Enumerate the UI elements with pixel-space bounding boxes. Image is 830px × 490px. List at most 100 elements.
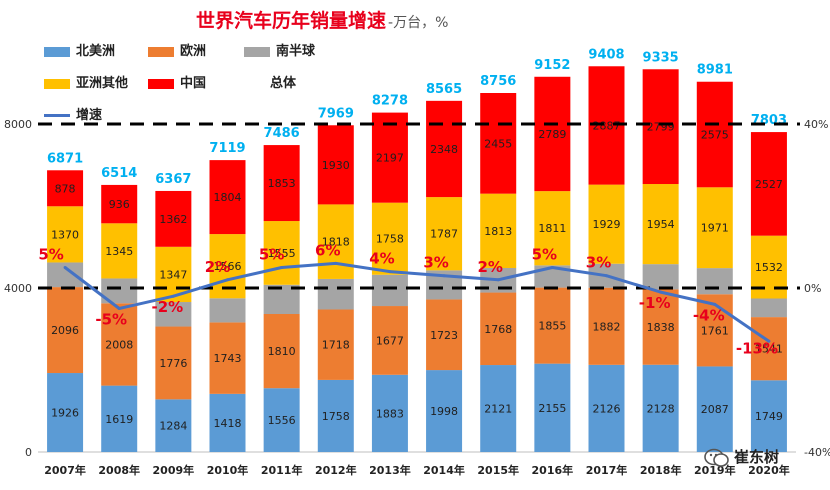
y-left-tick-label-1: 4000 (4, 282, 32, 295)
bar-label-china-4: 1853 (268, 177, 296, 190)
growth-label-4: 5% (259, 246, 284, 264)
bar-label-china-3: 1804 (214, 191, 242, 204)
bar-label-other-asia-13: 1532 (755, 261, 783, 274)
x-tick-label-9: 2016年 (532, 463, 574, 477)
bar-label-europe-9: 1855 (538, 320, 566, 333)
bar-other-asia-1 (101, 223, 138, 279)
bar-north-america-10 (588, 364, 625, 452)
total-label-13: 7803 (751, 113, 787, 128)
wechat-icon (704, 448, 729, 467)
legend-item-europe: 欧洲 (148, 40, 206, 59)
legend-swatch-growth (44, 114, 70, 117)
x-tick-label-12: 2019年 (694, 463, 736, 477)
bar-europe-7 (426, 299, 463, 371)
chart-title-main: 世界汽车历年销量增速 (196, 10, 387, 32)
x-tick-label-2: 2009年 (153, 463, 195, 477)
bar-label-china-8: 2455 (484, 137, 512, 150)
growth-point-2 (171, 294, 175, 298)
legend-item-north-america: 北美洲 (44, 40, 115, 59)
legend-swatch-southern-hemisphere (244, 46, 270, 57)
growth-label-7: 3% (423, 254, 448, 272)
bar-europe-13 (750, 317, 787, 381)
growth-label-11: -1% (639, 294, 671, 312)
watermark: 崔东树 (704, 446, 779, 468)
growth-point-8 (496, 278, 500, 282)
bar-other-asia-9 (534, 191, 571, 266)
bar-southern-hemisphere-6 (371, 274, 408, 307)
growth-line (64, 261, 770, 343)
x-tick-label-7: 2014年 (423, 463, 465, 477)
bar-southern-hemisphere-12 (696, 268, 733, 295)
bar-label-other-asia-1: 1345 (105, 245, 133, 258)
bar-label-north-america-10: 2126 (593, 402, 621, 415)
bar-label-europe-11: 1838 (647, 321, 675, 334)
bar-label-europe-0: 2096 (51, 324, 79, 337)
bar-europe-0 (47, 287, 84, 374)
x-tick-label-1: 2008年 (98, 463, 140, 477)
bar-north-america-11 (642, 364, 679, 452)
total-label-7: 8565 (426, 82, 462, 97)
growth-label-2: -2% (152, 298, 184, 316)
growth-label-0: 5% (38, 246, 63, 264)
bar-north-america-12 (696, 366, 733, 452)
bar-china-4 (263, 145, 300, 222)
bar-other-asia-10 (588, 184, 625, 264)
bar-label-north-america-4: 1556 (268, 414, 296, 427)
bar-label-europe-4: 1810 (268, 345, 296, 358)
bar-label-europe-5: 1718 (322, 339, 350, 352)
bar-other-asia-6 (371, 202, 408, 275)
bar-north-america-9 (534, 363, 571, 452)
bar-label-north-america-13: 1749 (755, 410, 783, 423)
bar-china-13 (750, 132, 787, 236)
bar-label-other-asia-0: 1370 (51, 228, 79, 241)
bar-china-9 (534, 76, 571, 192)
growth-point-1 (117, 307, 121, 310)
bar-label-other-asia-5: 1818 (322, 236, 350, 249)
x-tick-label-11: 2018年 (640, 463, 682, 477)
bar-china-2 (155, 190, 192, 247)
bar-label-china-0: 878 (55, 182, 76, 195)
bar-label-china-7: 2348 (430, 143, 458, 156)
bar-china-5 (317, 125, 354, 205)
legend-swatch-north-america (44, 46, 70, 57)
bar-china-11 (642, 69, 679, 185)
bar-other-asia-0 (47, 206, 84, 263)
bar-europe-6 (371, 306, 408, 375)
bar-label-north-america-7: 1998 (430, 405, 458, 418)
legend-swatch-other-asia (44, 78, 70, 89)
legend-item-southern-hemisphere: 南半球 (244, 40, 315, 59)
total-label-2: 6367 (155, 172, 191, 187)
bar-china-1 (101, 184, 138, 224)
growth-point-7 (442, 274, 446, 278)
bar-label-china-2: 1362 (159, 213, 187, 226)
growth-label-3: 2% (205, 258, 230, 276)
growth-point-12 (713, 302, 717, 306)
bar-label-north-america-3: 1418 (214, 417, 242, 430)
legend-item-china: 中国 (148, 72, 206, 91)
bar-other-asia-4 (263, 221, 300, 285)
y-right-tick-label-1: 0% (804, 282, 821, 295)
bar-north-america-5 (317, 379, 354, 452)
total-label-1: 6514 (101, 166, 137, 181)
bar-label-europe-2: 1776 (159, 357, 187, 370)
bar-southern-hemisphere-4 (263, 284, 300, 314)
total-label-6: 8278 (372, 94, 408, 109)
bar-label-other-asia-2: 1347 (159, 268, 187, 281)
bar-china-6 (371, 112, 408, 203)
bar-north-america-1 (101, 385, 138, 452)
bar-label-europe-12: 1761 (701, 324, 729, 337)
growth-label-9: 5% (532, 246, 557, 264)
total-label-5: 7969 (318, 106, 354, 121)
bar-north-america-13 (750, 380, 787, 452)
bar-other-asia-12 (696, 187, 733, 269)
bar-label-north-america-9: 2155 (538, 402, 566, 415)
bar-other-asia-11 (642, 184, 679, 265)
bar-label-other-asia-9: 1811 (538, 222, 566, 235)
bar-label-north-america-5: 1758 (322, 410, 350, 423)
x-tick-label-5: 2012年 (315, 463, 357, 477)
total-label-12: 8981 (697, 63, 733, 78)
bar-china-3 (209, 160, 246, 235)
growth-point-4 (280, 266, 284, 269)
bar-southern-hemisphere-13 (750, 298, 787, 318)
